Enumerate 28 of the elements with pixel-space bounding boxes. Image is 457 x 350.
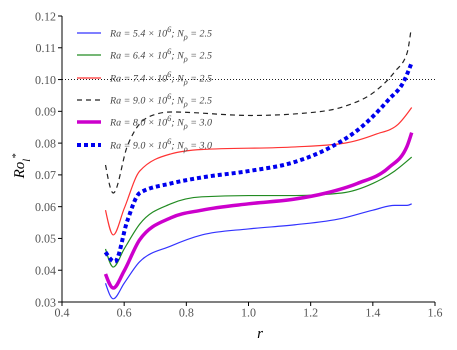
y-tick-label: 0.08 xyxy=(35,136,56,150)
y-tick-label: 0.11 xyxy=(35,41,56,56)
x-axis-title: r xyxy=(257,326,264,342)
x-tick-label: 0.6 xyxy=(116,306,132,320)
x-tick-label: 1.4 xyxy=(365,306,380,320)
y-tick-label: 0.12 xyxy=(35,9,56,24)
y-tick-label: 0.03 xyxy=(35,295,56,310)
y-tick-label: 0.04 xyxy=(35,263,56,278)
line-series xyxy=(104,203,412,300)
x-tick-label: 0.8 xyxy=(178,306,194,320)
line-series xyxy=(104,30,412,194)
line-series xyxy=(104,106,412,236)
legend-label: Ra = 5.4 × 10$^{6}$; N$_{ρ}$ = 2.5 xyxy=(110,24,212,44)
line-series xyxy=(104,62,414,264)
legend-label: Ra = 9.0 × 10$^{6}$; N$_{ρ}$ = 2.5 xyxy=(110,90,212,110)
legend-label: Ra = 6.4 × 10$^{6}$; N$_{ρ}$ = 2.5 xyxy=(110,46,212,66)
y-tick-label: 0.06 xyxy=(35,200,56,214)
line-series xyxy=(104,156,412,268)
x-tick-label: 1.0 xyxy=(241,306,256,320)
line-series xyxy=(104,130,414,290)
y-tick-label: 0.09 xyxy=(35,104,56,119)
y-tick-label: 0.10 xyxy=(35,72,56,87)
x-tick-label: 1.6 xyxy=(428,306,442,320)
y-tick-label: 0.05 xyxy=(35,232,56,246)
legend-label: Ra = 8.0 × 10$^{6}$; N$_{ρ}$ = 3.0 xyxy=(110,113,212,133)
x-tick-label: 1.2 xyxy=(303,306,318,320)
x-tick-label: 0.4 xyxy=(54,306,70,320)
y-tick-label: 0.07 xyxy=(35,168,56,182)
